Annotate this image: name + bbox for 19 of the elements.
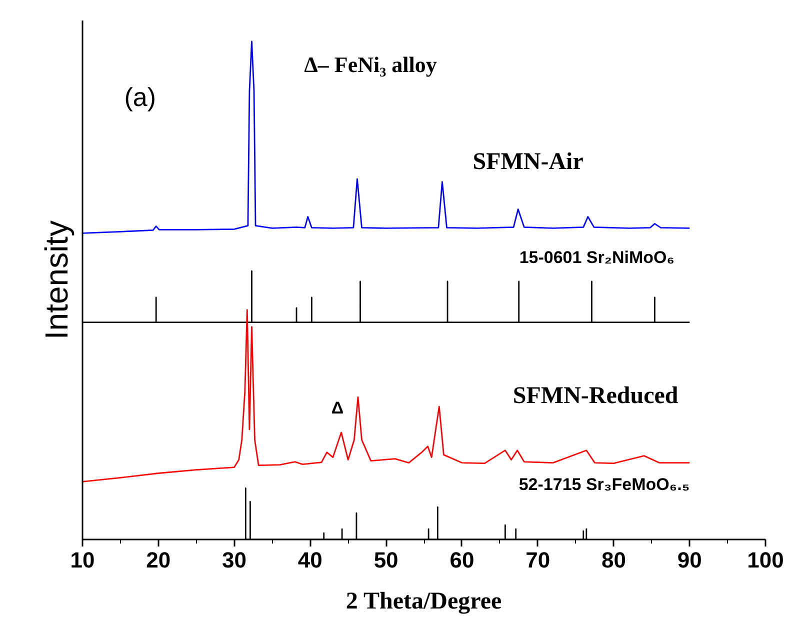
- annotation: Δ– FeNi₃ alloy: [304, 52, 437, 77]
- x-tick-label: 50: [374, 548, 398, 572]
- x-tick-label: 30: [222, 548, 247, 572]
- annotation: (a): [124, 82, 156, 112]
- x-tick-label: 40: [298, 548, 322, 572]
- annotation: SFMN-Air: [472, 148, 584, 175]
- x-tick-label: 60: [450, 548, 474, 572]
- x-tick-label: 100: [747, 548, 784, 572]
- annotation: 52-1715 Sr₃FeMoO₆.₅: [518, 475, 690, 494]
- x-tick-label: 10: [70, 548, 95, 572]
- annotation: 15-0601 Sr₂NiMoO₆: [519, 248, 674, 268]
- x-tick-label: 80: [601, 548, 626, 572]
- annotation: Δ: [331, 398, 344, 418]
- x-tick-label: 70: [526, 548, 550, 572]
- x-tick-label: 90: [677, 548, 702, 572]
- x-axis-title: 2 Theta/Degree: [346, 588, 502, 614]
- x-tick-label: 20: [146, 548, 171, 572]
- y-axis-title: Intensity: [38, 220, 74, 340]
- annotation: SFMN-Reduced: [512, 383, 679, 410]
